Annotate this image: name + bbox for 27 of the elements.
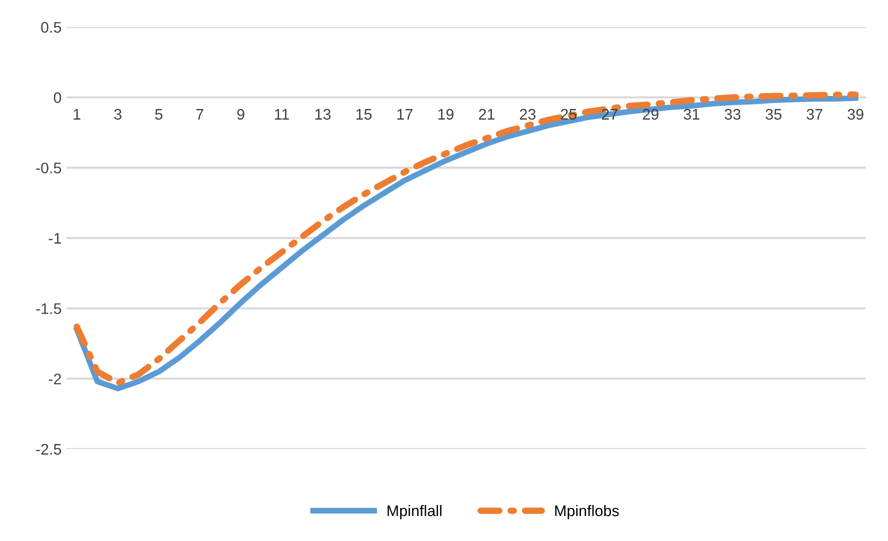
x-tick-label: 7 bbox=[196, 109, 204, 120]
legend-label: Mpinflobs bbox=[555, 504, 619, 520]
x-tick-label: 3 bbox=[114, 108, 122, 120]
y-tick-label: -2 bbox=[48, 374, 61, 384]
x-tick-label: 35 bbox=[766, 108, 782, 120]
x-tick-label: 19 bbox=[438, 108, 454, 120]
x-tick-label: 33 bbox=[724, 108, 740, 120]
x-tick-label: 29 bbox=[642, 108, 658, 120]
x-tick-label: 1 bbox=[74, 109, 80, 120]
x-tick-label: 37 bbox=[806, 108, 822, 120]
y-tick-label: 0.5 bbox=[41, 22, 62, 33]
legend-label: Mpinflall bbox=[388, 504, 442, 520]
x-tick-label: 15 bbox=[356, 109, 372, 120]
y-tick-label: -1 bbox=[48, 233, 61, 244]
x-tick-label: 31 bbox=[684, 108, 700, 120]
x-tick-label: 5 bbox=[155, 109, 162, 120]
x-tick-label: 11 bbox=[275, 109, 289, 120]
x-tick-label: 9 bbox=[237, 108, 244, 120]
x-tick-label: 23 bbox=[520, 108, 536, 120]
y-tick-label: -2.5 bbox=[36, 444, 62, 455]
x-tick-label: 17 bbox=[397, 109, 412, 120]
x-tick-label: 13 bbox=[315, 108, 331, 120]
y-tick-label: 0 bbox=[54, 92, 62, 104]
x-tick-label: 21 bbox=[478, 108, 494, 120]
x-tick-label: 39 bbox=[848, 108, 864, 120]
y-tick-label: -0.5 bbox=[36, 162, 62, 174]
y-tick-label: -1.5 bbox=[36, 303, 62, 314]
